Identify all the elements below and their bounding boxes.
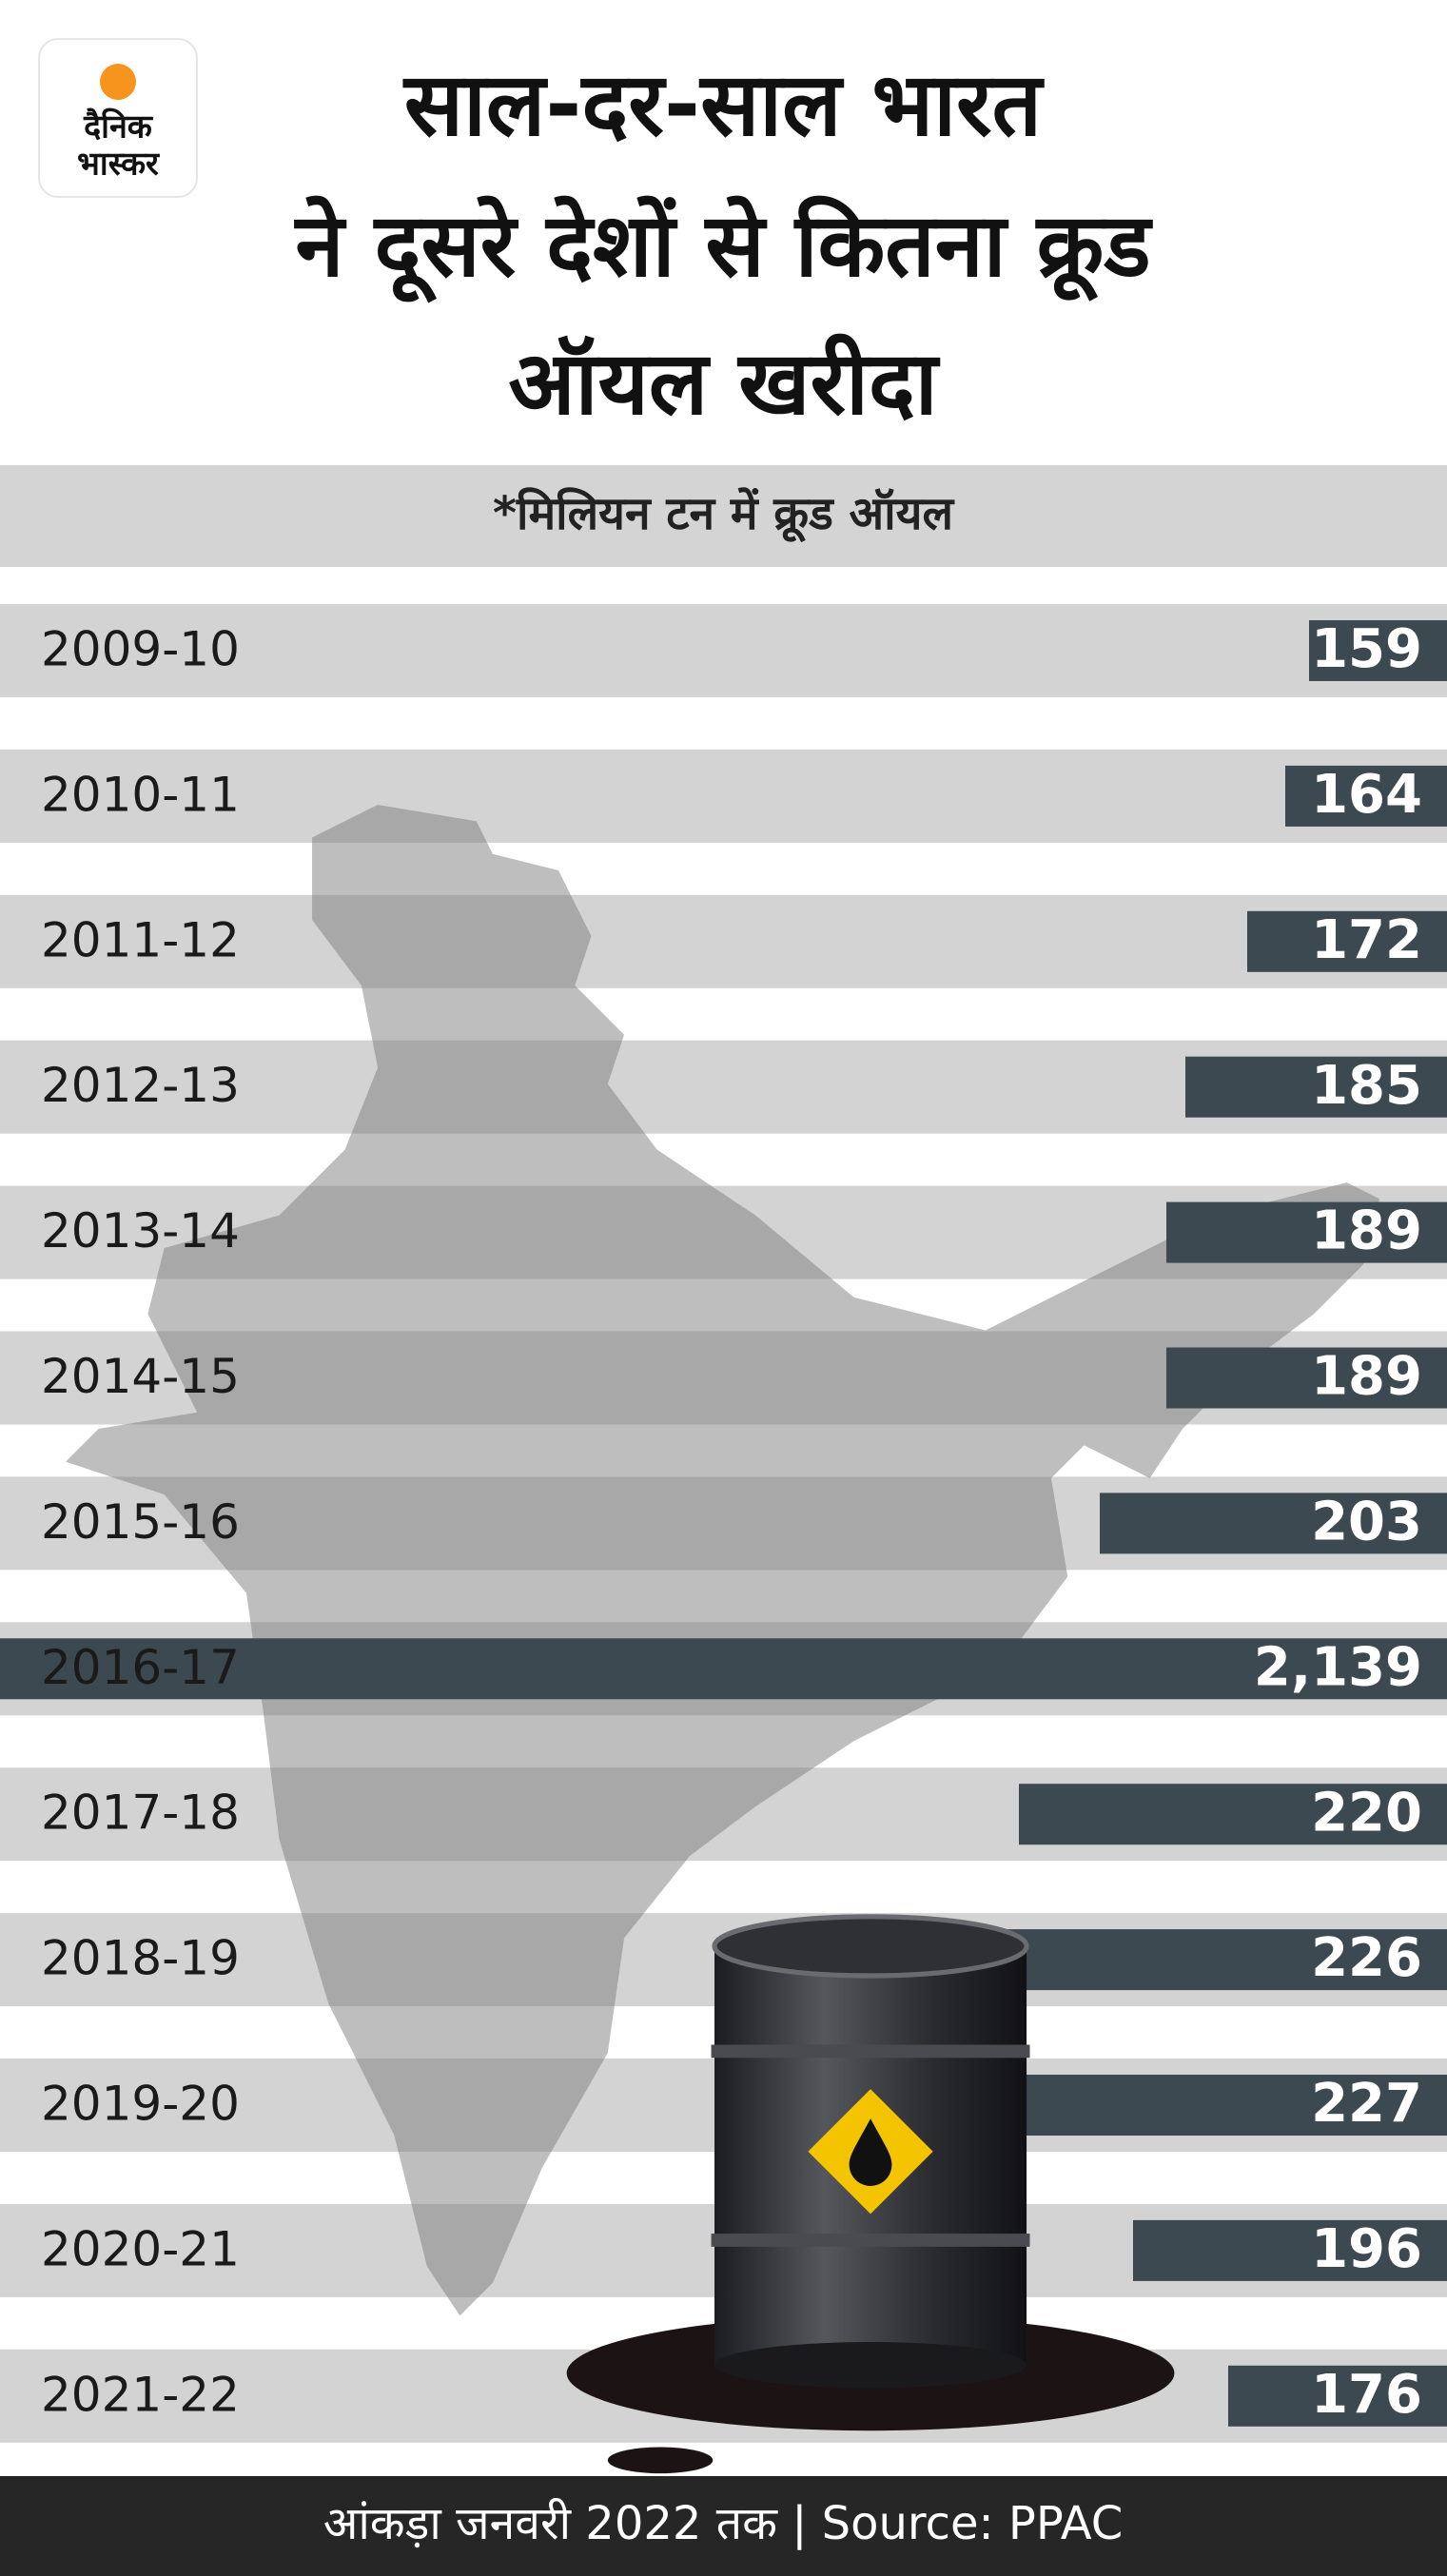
oil-drop-icon	[849, 2118, 892, 2186]
bar	[0, 1638, 1447, 1700]
value-label: 189	[1311, 1200, 1422, 1262]
category-label: 2019-20	[41, 2077, 240, 2132]
logo-text: दैनिक	[83, 107, 154, 146]
value-label: 203	[1311, 1492, 1422, 1553]
logo: दैनिक भास्कर	[38, 38, 198, 198]
value-label: 185	[1311, 1055, 1422, 1117]
value-label: 227	[1311, 2073, 1422, 2135]
category-label: 2010-11	[41, 767, 240, 822]
bars	[0, 620, 1447, 2427]
bar	[1166, 1201, 1447, 1263]
oil-drop	[607, 2447, 714, 2474]
bar	[1100, 1493, 1447, 1554]
category-label: 2013-14	[41, 1203, 240, 1259]
bar	[1019, 1784, 1447, 1845]
category-label: 2016-17	[41, 1640, 240, 1695]
barrel-bottom	[714, 2341, 1027, 2389]
oil-barrel	[566, 1914, 1175, 2474]
labels: 2009-10 159 2010-11 164 2011-12 172 2012-13 185…	[41, 618, 1422, 2426]
title: साल-दर-साल भारत ने दूसरे देशों से कितना क…	[294, 53, 1154, 434]
bar	[1166, 1347, 1447, 1409]
bar	[1285, 765, 1447, 827]
logo-box	[38, 38, 198, 198]
logo-text: भास्कर	[77, 146, 160, 184]
title-line: साल-दर-साल भारत	[402, 53, 1046, 155]
footer-band	[0, 2476, 1447, 2576]
barrel-rib	[711, 2044, 1030, 2059]
subtitle: *मिलियन टन में क्रूड ऑयल	[493, 487, 955, 543]
bar	[1185, 1056, 1447, 1118]
row-stripe	[0, 604, 1447, 697]
category-label: 2011-12	[41, 912, 240, 967]
category-label: 2014-15	[41, 1349, 240, 1404]
category-label: 2018-19	[41, 1931, 240, 1986]
title-line: ने दूसरे देशों से कितना क्रूड	[294, 194, 1154, 303]
barrel-top	[712, 1914, 1029, 1979]
source: आंकड़ा जनवरी 2022 तक | Source: PPAC	[323, 2497, 1124, 2550]
bar	[1309, 620, 1447, 681]
bar	[1228, 2365, 1447, 2427]
category-label: 2020-21	[41, 2221, 240, 2276]
logo-dot	[100, 64, 136, 100]
value-label: 196	[1311, 2218, 1422, 2280]
value-label: 220	[1311, 1782, 1422, 1844]
value-label: 176	[1311, 2364, 1422, 2426]
barrel-rib	[711, 2234, 1030, 2247]
map-india	[66, 804, 1380, 2316]
category-label: 2021-22	[41, 2367, 240, 2422]
title-line: ऑयल खरीदा	[508, 332, 940, 434]
category-label: 2017-18	[41, 1786, 240, 1841]
value-label: 164	[1311, 764, 1422, 826]
bar	[986, 2075, 1447, 2136]
value-label: 2,139	[1254, 1636, 1422, 1698]
category-label: 2015-16	[41, 1494, 240, 1550]
bar	[1133, 2219, 1447, 2281]
value-label: 159	[1311, 618, 1422, 680]
value-label: 226	[1311, 1927, 1422, 1989]
bar	[990, 1929, 1447, 1991]
value-label: 189	[1311, 1346, 1422, 1408]
subtitle-band	[0, 465, 1447, 567]
row-stripe	[0, 749, 1447, 843]
value-label: 172	[1311, 909, 1422, 971]
bar	[1247, 910, 1447, 972]
category-label: 2012-13	[41, 1058, 240, 1113]
category-label: 2009-10	[41, 622, 240, 677]
row-stripe	[0, 894, 1447, 988]
map-shape	[66, 804, 1380, 2316]
